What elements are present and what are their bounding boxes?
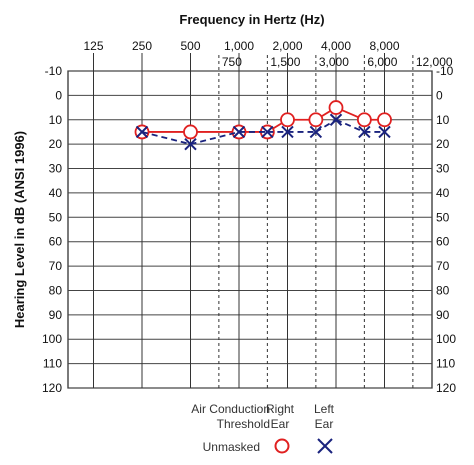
y-tick-label-right: 70 — [436, 259, 450, 273]
y-tick-label-right: 80 — [436, 283, 450, 297]
y-tick-label-left: 40 — [49, 186, 63, 200]
y-tick-label-right: 120 — [436, 381, 456, 395]
x-tick-label-main: 125 — [83, 39, 103, 53]
right-ear-point — [377, 112, 392, 128]
left-ear-point — [281, 125, 294, 139]
y-tick-label-left: 80 — [49, 283, 63, 297]
left-ear-point — [378, 125, 391, 139]
left-ear-point — [184, 137, 197, 151]
right-ear-point — [328, 100, 344, 115]
left-ear-point — [329, 113, 343, 126]
x-tick-label-inter: 6,000 — [367, 55, 397, 69]
y-tick-label-left: 70 — [49, 259, 63, 273]
y-tick-label-left: 50 — [49, 210, 63, 224]
y-tick-label-right: 90 — [436, 308, 450, 322]
legend-row-label: Air Conduction Threshold — [191, 402, 270, 431]
x-tick-label-main: 1,000 — [224, 39, 254, 53]
x-tick-label-inter: 12,000 — [416, 55, 453, 69]
legend-right-header: Right Ear — [265, 402, 294, 431]
x-tick-label-main: 2,000 — [272, 39, 302, 53]
x-tick-label-inter: 3,000 — [319, 55, 349, 69]
chart-title: Frequency in Hertz (Hz) — [179, 12, 324, 27]
series-segment-left-ear — [335, 118, 365, 133]
y-tick-label-left: 20 — [49, 137, 63, 151]
y-tick-label-left: 0 — [55, 88, 62, 102]
y-tick-label-left: 60 — [49, 235, 63, 249]
left-ear-point — [135, 125, 149, 139]
x-tick-label-main: 250 — [132, 39, 152, 53]
legend-unmasked-label: Unmasked — [202, 440, 260, 454]
series-segment-left-ear — [190, 131, 240, 146]
y-tick-label-right: 110 — [436, 357, 455, 371]
right-ear-point — [308, 112, 324, 128]
y-tick-label-right: 100 — [436, 332, 456, 346]
y-tick-label-right: 50 — [436, 210, 450, 224]
y-tick-label-left: 100 — [42, 332, 62, 346]
y-tick-label-right: 10 — [436, 113, 450, 127]
left-ear-point — [261, 125, 274, 139]
y-tick-label-right: 60 — [436, 235, 450, 249]
x-tick-label-inter: 750 — [222, 55, 242, 69]
y-axis-label: Hearing Level in dB (ANSI 1996) — [12, 131, 27, 328]
right-ear-point — [280, 112, 295, 128]
left-ear-point — [358, 125, 371, 139]
x-tick-label-main: 4,000 — [321, 39, 351, 53]
y-tick-label-left: 10 — [49, 113, 63, 127]
x-tick-label-main: 8,000 — [369, 39, 399, 53]
right-ear-point — [183, 124, 198, 140]
legend-left-header: Left Ear — [313, 402, 334, 431]
y-tick-label-left: 120 — [42, 381, 62, 395]
y-tick-label-left: 90 — [49, 308, 63, 322]
right-ear-point — [356, 112, 372, 128]
x-tick-label-inter: 1,500 — [270, 55, 300, 69]
y-tick-label-right: 0 — [436, 88, 443, 102]
left-ear-point — [309, 125, 323, 139]
y-tick-label-right: 20 — [436, 137, 450, 151]
x-tick-label-main: 500 — [180, 39, 200, 53]
y-tick-label-left: 30 — [49, 162, 63, 176]
y-tick-label-left: 110 — [43, 357, 62, 371]
y-tick-label-right: -10 — [436, 64, 454, 78]
y-tick-label-left: -10 — [45, 64, 63, 78]
y-tick-label-right: 30 — [436, 162, 450, 176]
left-ear-point — [232, 125, 246, 139]
y-tick-label-right: 40 — [436, 186, 450, 200]
series-segment-left-ear — [141, 131, 191, 146]
